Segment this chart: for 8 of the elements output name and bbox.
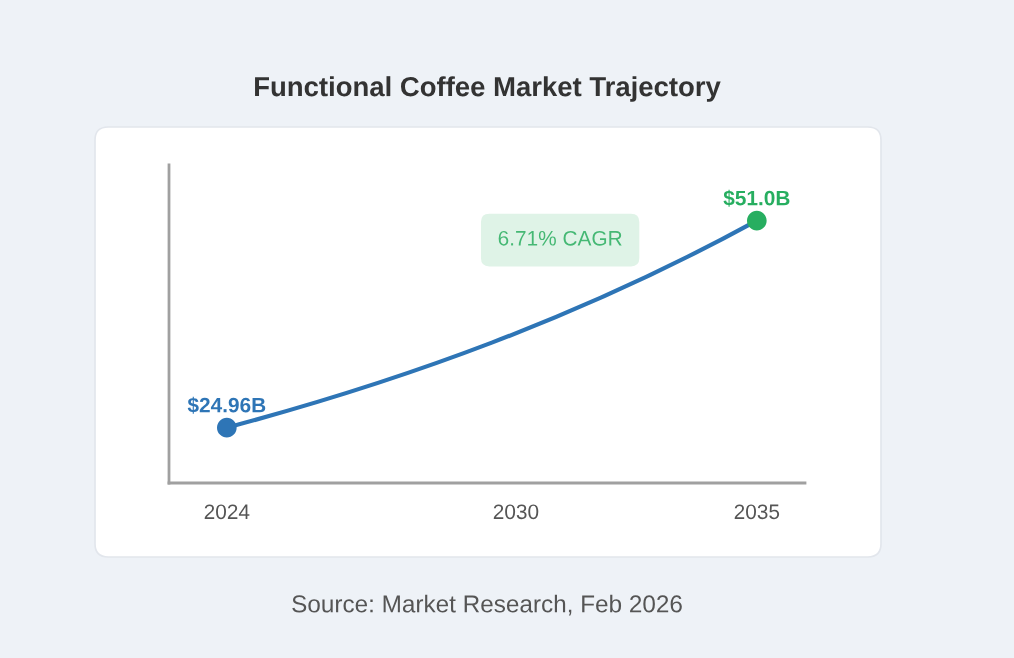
- x-tick-label: 2030: [493, 504, 539, 520]
- data-label: $24.96B: [187, 396, 266, 414]
- chart-title: Functional Coffee Market Trajectory: [255, 76, 721, 102]
- x-tick-label: 2035: [734, 504, 780, 520]
- annotation: 6.71% CAGR: [498, 230, 622, 246]
- x-tick-label: 2024: [204, 504, 250, 520]
- data-label: $51.0B: [723, 189, 790, 207]
- source-note: Source: Market Research, Feb 2026: [292, 594, 682, 616]
